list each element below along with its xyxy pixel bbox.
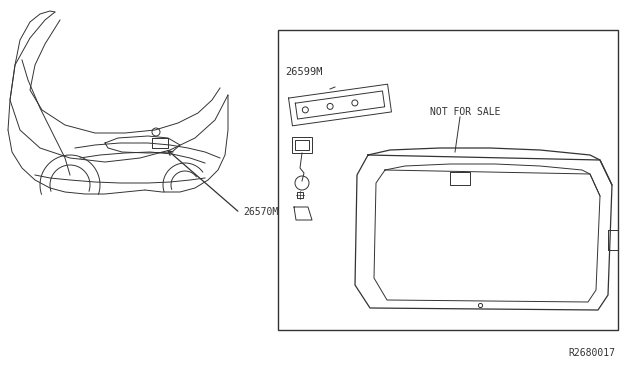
- Text: R2680017: R2680017: [568, 348, 615, 358]
- Bar: [295, 140, 309, 150]
- Text: 26599M: 26599M: [285, 67, 323, 77]
- Bar: [278, 30, 618, 330]
- Bar: [292, 137, 312, 153]
- Text: 26570M: 26570M: [243, 207, 278, 217]
- Text: NOT FOR SALE: NOT FOR SALE: [430, 107, 500, 117]
